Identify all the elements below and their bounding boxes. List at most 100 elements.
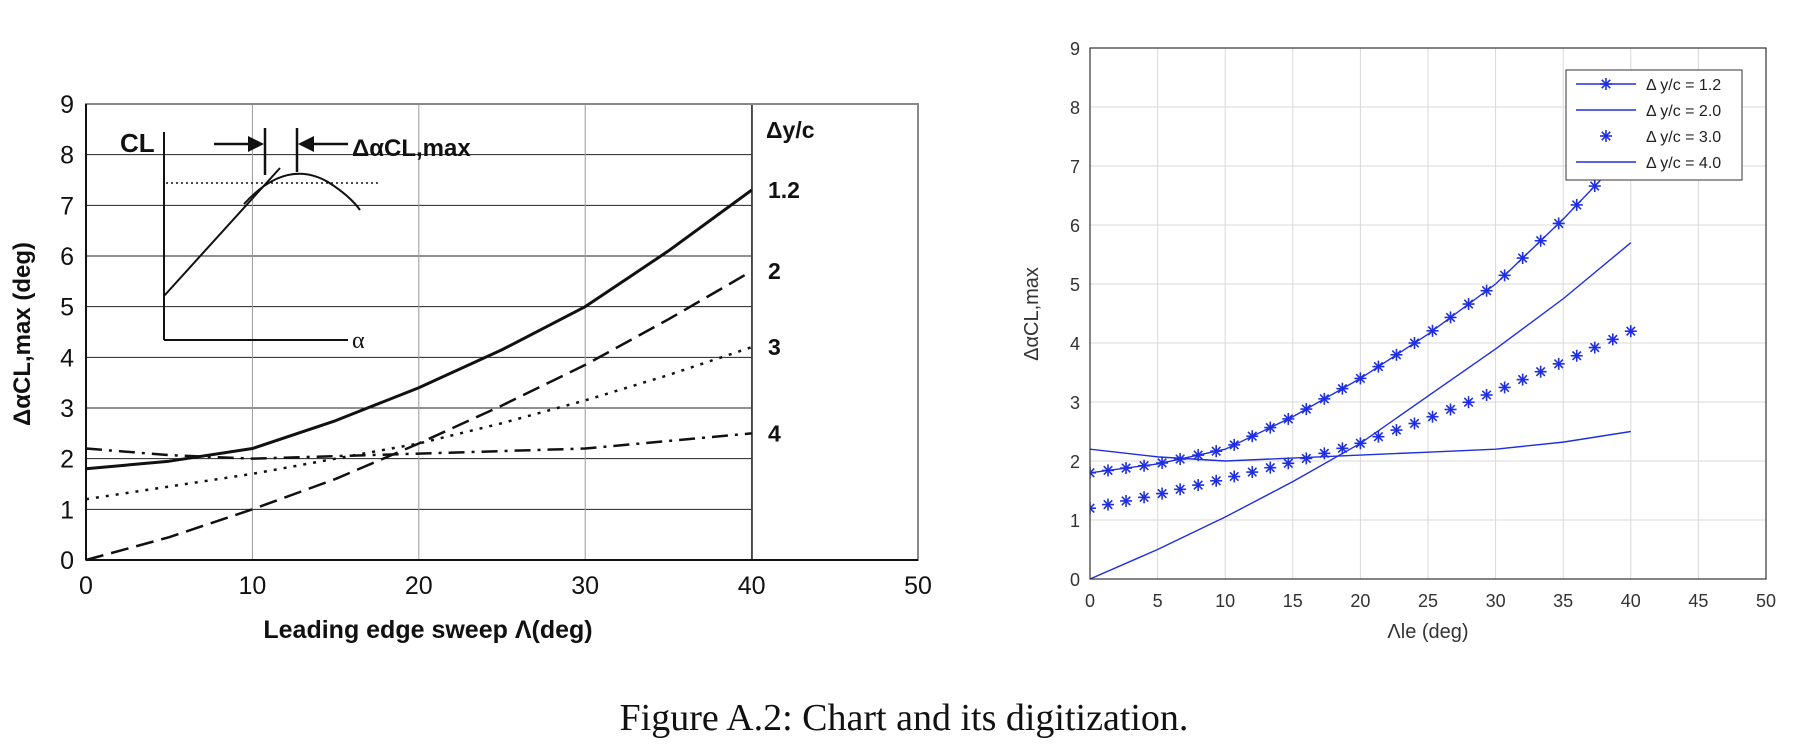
right-series [1090,142,1637,479]
left-series-end-label: 4 [768,420,781,446]
right-star-marker [1282,457,1295,470]
left-y-axis-label: ΔαCL,max (deg) [9,242,36,426]
left-legend-title: Δy/c [766,117,815,143]
right-y-tick-labels: 0 1 2 3 4 5 6 7 8 9 [1070,39,1080,590]
right-star-marker [1588,341,1601,354]
right-star-marker [1390,348,1403,361]
right-legend: Δ y/c = 1.2 Δ y/c = 2.0 Δ y/c = 3.0 Δ y/c =… [1565,69,1743,181]
right-star-marker [1606,333,1619,346]
right-y-tick-label: 1 [1070,511,1080,531]
right-star-marker [1174,483,1187,496]
right-star-marker [1552,217,1565,230]
legend-entry-label: Δ y/c = 3.0 [1646,129,1721,146]
right-star-marker [1426,324,1439,337]
right-star-marker [1498,381,1511,394]
right-y-tick-label: 0 [1070,570,1080,590]
left-y-tick-label: 3 [60,395,74,423]
right-star-marker [1102,498,1115,511]
left-y-tick-labels: 0 1 2 3 4 5 6 7 8 9 [60,91,74,575]
left-y-tick-label: 5 [60,294,74,322]
right-x-tick-label: 40 [1621,591,1641,611]
right-star-marker [1318,392,1331,405]
right-star-marker [1210,445,1223,458]
right-star-marker [1390,424,1403,437]
right-x-tick-label: 25 [1418,591,1438,611]
left-x-tick-label: 20 [405,572,433,600]
right-x-tick-label: 50 [1756,591,1776,611]
right-star-marker [1120,462,1133,475]
left-y-tick-label: 1 [60,496,74,524]
left-x-axis-label: Leading edge sweep Λ(deg) [263,616,592,644]
left-x-tick-labels: 0 10 20 30 40 50 [79,572,932,600]
left-y-tick-label: 9 [60,91,74,119]
right-y-tick-label: 7 [1070,157,1080,177]
right-star-marker [1156,456,1169,469]
right-star-marker [1480,388,1493,401]
right-star-marker [1138,491,1151,504]
right-star-marker [1282,412,1295,425]
right-star-marker [1156,487,1169,500]
right-star-marker [1570,349,1583,362]
inset-alpha-label: α [352,328,365,354]
right-x-tick-label: 45 [1688,591,1708,611]
right-series [1090,325,1637,515]
right-star-marker [1354,372,1367,385]
right-star-marker [1462,298,1475,311]
right-series-line [1090,430,1631,462]
right-star-marker [1600,130,1612,142]
right-y-tick-label: 6 [1070,216,1080,236]
inset-stall-curve [243,172,361,211]
right-star-marker [1426,410,1439,423]
right-x-tick-label: 5 [1153,591,1163,611]
legend-entry-label: Δ y/c = 1.2 [1646,77,1721,94]
left-series-dashdot-line [85,432,752,460]
right-star-marker [1228,438,1241,451]
inset-delta-alpha-label: ΔαCL,max [352,135,471,162]
right-star-marker [1408,417,1421,430]
legend-entry-label: Δ y/c = 4.0 [1646,155,1721,172]
right-star-marker [1462,396,1475,409]
inset-cl-label: CL [120,128,155,158]
left-x-tick-label: 10 [238,572,266,600]
right-x-axis-label: Λle (deg) [1387,621,1468,643]
right-star-marker [1516,373,1529,386]
right-star-marker [1264,461,1277,474]
right-series-lines [1090,142,1637,579]
original-chart: 0 1 2 3 4 5 6 7 8 9 0 10 20 30 40 50 CL ΔαCL,max α Δy/… [9,91,932,644]
right-star-marker [1444,403,1457,416]
right-star-marker [1090,466,1096,479]
right-star-marker [1444,311,1457,324]
left-plot-border [85,103,919,561]
left-series-end-label: 1.2 [768,177,800,203]
left-gridlines [85,103,919,561]
right-x-tick-label: 30 [1486,591,1506,611]
inset-arrow-left-head [248,136,264,152]
right-series [1090,430,1631,462]
left-series-dashed-line [85,270,753,562]
right-star-marker [1318,447,1331,460]
right-star-marker [1138,459,1151,472]
left-series-end-label: 2 [768,258,781,284]
right-star-marker [1336,442,1349,455]
right-y-tick-label: 5 [1070,275,1080,295]
right-star-marker [1246,430,1259,443]
right-star-marker [1372,360,1385,373]
right-y-tick-label: 3 [1070,393,1080,413]
right-star-marker [1246,466,1259,479]
right-star-marker [1090,502,1096,515]
right-star-marker [1408,337,1421,349]
left-x-tick-label: 30 [571,572,599,600]
right-star-marker [1354,437,1367,450]
right-x-tick-label: 0 [1085,591,1095,611]
right-y-tick-label: 4 [1070,334,1080,354]
left-x-tick-label: 40 [738,572,766,600]
right-x-tick-label: 35 [1553,591,1573,611]
left-series-lines [85,188,753,562]
right-star-marker [1264,421,1277,434]
left-series-end-label: 3 [768,334,781,360]
right-x-tick-label: 20 [1350,591,1370,611]
right-star-marker [1300,452,1313,465]
left-y-tick-label: 4 [60,344,74,372]
